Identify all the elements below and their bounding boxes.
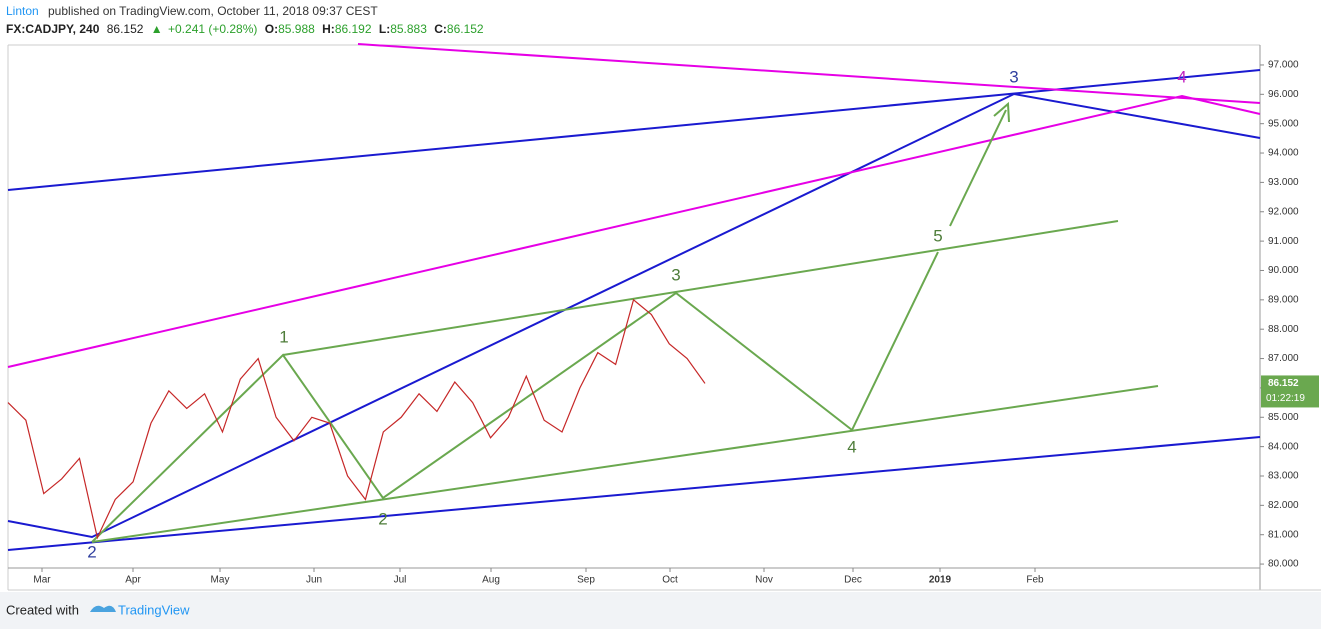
logo <box>90 605 116 612</box>
countdown: 01:22:19 <box>1266 393 1305 404</box>
y-tick-label: 92.000 <box>1268 206 1299 217</box>
y-tick-label: 90.000 <box>1268 265 1299 276</box>
trendline <box>91 385 1159 543</box>
wave-label: 3 <box>1009 67 1018 86</box>
y-tick-label: 81.000 <box>1268 529 1299 540</box>
wave-path <box>91 251 939 543</box>
y-tick-label: 96.000 <box>1268 89 1299 100</box>
wave-label: 2 <box>87 542 96 561</box>
price-tag-bg <box>1261 375 1319 408</box>
y-tick-label: 87.000 <box>1268 353 1299 364</box>
x-tick-label: Mar <box>33 575 51 586</box>
change: +0.241 (+0.28%) <box>168 22 257 36</box>
wave-label: 1 <box>279 327 288 346</box>
footer-bar <box>0 592 1321 629</box>
dynamic: 80.00081.00082.00083.00084.00085.00086.0… <box>7 60 1319 586</box>
close: 86.152 <box>447 22 484 36</box>
price-tag: 86.152 <box>1268 378 1299 389</box>
wave-label: 4 <box>847 437 856 456</box>
x-tick-label: Jul <box>394 575 407 586</box>
y-tick-label: 93.000 <box>1268 177 1299 188</box>
y-tick-label: 83.000 <box>1268 471 1299 482</box>
y-tick-label: 84.000 <box>1268 441 1299 452</box>
wave-path <box>7 92 1261 539</box>
up-arrow: ▲ <box>151 22 163 36</box>
header-line: FX:CADJPY, 240 86.152 ▲ +0.241 (+0.28%) … <box>6 22 484 36</box>
y-tick-label: 80.000 <box>1268 559 1299 570</box>
trendline <box>7 436 1261 551</box>
high-label: H: <box>322 22 335 36</box>
low-label: L: <box>379 22 390 36</box>
open: 85.988 <box>278 22 315 36</box>
author[interactable]: Linton <box>6 4 39 18</box>
x-tick-label: Nov <box>755 575 773 586</box>
y-tick-label: 85.000 <box>1268 412 1299 423</box>
x-tick-label: 2019 <box>929 575 952 586</box>
y-tick-label: 94.000 <box>1268 148 1299 159</box>
last: 86.152 <box>107 22 144 36</box>
published: published on TradingView.com, October 11… <box>48 4 378 18</box>
y-tick-label: 97.000 <box>1268 60 1299 71</box>
trendline <box>282 220 1119 356</box>
y-tick-label: 89.000 <box>1268 294 1299 305</box>
x-tick-label: Jun <box>306 575 322 586</box>
arrow <box>949 109 1007 227</box>
wave-path <box>7 94 1261 368</box>
close-label: C: <box>434 22 447 36</box>
brand[interactable]: TradingView <box>118 602 190 617</box>
y-tick-label: 88.000 <box>1268 324 1299 335</box>
x-tick-label: Apr <box>125 575 141 586</box>
high: 86.192 <box>335 22 372 36</box>
wave-label: 2 <box>378 509 387 528</box>
wave-label: 5 <box>933 226 942 245</box>
trendline <box>357 43 1261 104</box>
created-with: Created with <box>6 602 79 617</box>
x-tick-label: Aug <box>482 575 500 586</box>
x-tick-label: Feb <box>1026 575 1044 586</box>
x-tick-label: Sep <box>577 575 595 586</box>
low: 85.883 <box>390 22 427 36</box>
y-tick-label: 95.000 <box>1268 118 1299 129</box>
arrow-head <box>993 101 1010 123</box>
wave-label: 4 <box>1177 67 1186 86</box>
symbol: FX:CADJPY, 240 <box>6 22 100 36</box>
x-tick-label: Oct <box>662 575 678 586</box>
drawings <box>7 43 1261 551</box>
y-tick-label: 91.000 <box>1268 236 1299 247</box>
wave-label: 3 <box>671 265 680 284</box>
x-tick-label: Dec <box>844 575 862 586</box>
price-line <box>7 298 706 540</box>
x-tick-label: May <box>211 575 230 586</box>
y-tick-label: 82.000 <box>1268 500 1299 511</box>
open-label: O: <box>265 22 278 36</box>
